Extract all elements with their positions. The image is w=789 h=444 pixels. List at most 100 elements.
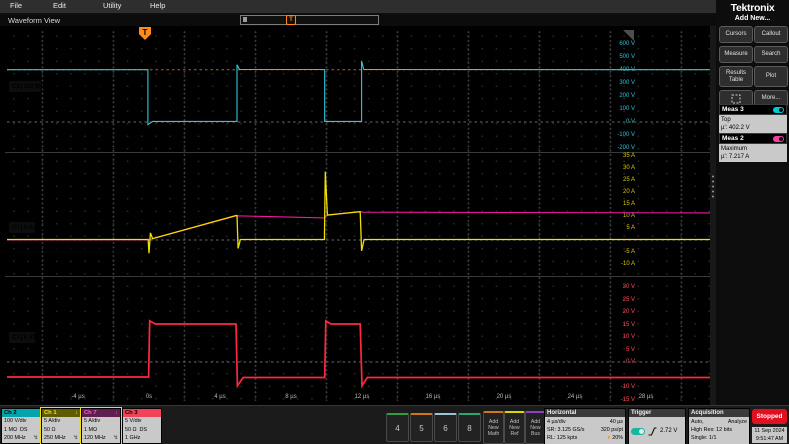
channel-setting: 250 MHz [44,435,66,442]
minimap-zoom-tick [243,17,247,22]
probe-comp-icon: ↯ [33,435,38,442]
minimap-trigger-marker[interactable]: T [286,15,296,25]
horizontal-title: Horizontal [545,409,625,417]
y-tick-label: 400 V [619,67,635,73]
add-new-ref-button[interactable]: Add New Ref [504,411,525,444]
x-tick-label: 0s [145,394,153,400]
search-button[interactable]: Search [754,46,788,63]
trigger-badge[interactable]: Trigger 2.72 V [628,408,686,444]
trigger-position-flag[interactable]: T [139,27,151,40]
y-tick-label: -100 V [617,132,635,138]
trigger-level: 2.72 V [660,428,678,434]
y-tick-label: 300 V [619,80,635,86]
trigger-toggle[interactable] [631,427,645,435]
meas-3-result-badge[interactable]: Meas 3 Top µ′: 402.2 V [719,104,787,133]
time-text: 9:51:47 AM [755,436,784,442]
x-tick-label: -4 µs [71,394,85,400]
meas-2-value: µ′: 7.217 A [721,154,750,160]
slice-divider [5,152,710,153]
meas-2-title: Meas 2 [722,135,744,142]
y-tick-label: 30 V [622,284,635,290]
y-tick-label: 10 A [622,213,635,219]
slice-divider [5,276,710,277]
y-tick-label: -5 A [624,249,635,255]
horizontal-pan-scrollbar[interactable]: T [240,15,379,25]
menu-help[interactable]: Help [150,1,166,10]
offscreen-arrow-icon: ↓ [75,410,78,416]
channel-5-button[interactable]: 5 [410,413,433,442]
x-tick-label: 4 µs [214,394,226,400]
y-tick-label: -10 A [620,261,635,267]
channel-setting: 1 MΩ [84,426,98,433]
tab-waveform-view[interactable]: Waveform View [8,16,61,25]
waveform-display[interactable]: T C2 250 V C1 5 A C3 8 V THDP0200 VDS_hi… [0,26,716,405]
y-tick-label: 600 V [619,41,635,47]
y-tick-label: -200 V [617,145,635,151]
channel-setting: 5 A/div [44,418,61,424]
probe-comp-icon: ↯ [113,435,118,442]
y-tick-label: 20 V [622,309,635,315]
trace-label-vgs: TIVP VGS_hi [32,332,80,341]
channel-badge-title: Ch 2 [4,410,17,416]
meas-2-result-badge[interactable]: Meas 2 Maximum µ′: 7.217 A [719,133,787,162]
date-text: 11 Sep 2024 [754,428,785,434]
acquisition-badge[interactable]: Acquisition Auto, Analyze High Res: 12 bi… [688,408,750,444]
channel-badge-ch7[interactable]: Ch 7 ↓ 5 A/div 1 MΩ 120 MHz ↯ [80,407,122,444]
channel-setting: 120 MHz [84,435,106,442]
x-tick-label: 28 µs [638,394,654,400]
measure-button[interactable]: Measure [719,46,753,63]
add-new-bus-button[interactable]: Add New Bus [525,411,546,444]
plot-button[interactable]: Plot [754,66,788,87]
channel-badge-ch2[interactable]: Ch 2 100 V/div 1 MΩ DS 200 MHz ↯ [1,408,41,444]
x-tick-label: 12 µs [354,394,370,400]
tab-strip: Waveform View T [0,14,789,26]
channel-setting: 100 V/div [4,418,27,424]
channel-setting: 5 V/div [125,418,142,424]
menu-edit[interactable]: Edit [53,1,66,10]
add-new-math-button[interactable]: Add New Math [483,411,504,444]
menu-bar: File Edit Utility Help [0,0,789,14]
channel-badge-title: Ch 1 [44,410,57,416]
y-tick-label: 5 V [625,346,635,353]
panel-splitter[interactable] [710,26,716,405]
meas-3-stat: Top [721,117,731,123]
channel-setting: 1 MΩ DS [4,426,28,433]
channel-6-button[interactable]: 6 [434,413,457,442]
trace-label-inductor: TCP Inductor Current [38,245,119,254]
cursors-button[interactable]: Cursors [719,26,753,43]
y-tick-label: 15 V [622,321,635,328]
channel-flag-c1[interactable]: C1 5 A [8,221,36,234]
y-tick-label: 30 A [622,165,635,171]
y-tick-label: 5 A [626,225,635,231]
meas-3-toggle[interactable] [773,106,784,113]
y-tick-label: 10 V [622,334,635,340]
horizontal-badge[interactable]: Horizontal 4 µs/div 40 µs SR: 3.125 GS/s 3… [544,408,626,444]
y-tick-label: 0 V [625,359,635,365]
channel-setting: 5 A/div [84,418,101,424]
acquisition-title: Acquisition [689,409,749,417]
y-tick-label: 35 A [622,153,635,159]
y-tick-label: 200 V [619,93,635,99]
menu-file[interactable]: File [10,1,23,10]
channel-4-button[interactable]: 4 [386,413,409,442]
y-tick-label: 20 A [622,189,635,195]
menu-utility[interactable]: Utility [103,1,122,10]
trace-label-vds: THDP0200 VDS_hi [34,82,103,91]
x-tick-label: 8 µs [285,394,297,400]
run-stop-button[interactable]: Stopped [752,409,787,424]
y-tick-label: 500 V [619,54,635,60]
channel-8-button[interactable]: 8 [458,413,481,442]
trigger-title: Trigger [629,409,685,417]
grid-expand-icon[interactable] [623,30,634,41]
meas-3-title: Meas 3 [722,106,744,113]
rising-edge-icon [648,426,657,436]
channel-badge-title: Ch 3 [125,410,138,416]
callout-button[interactable]: Callout [754,26,788,43]
meas-2-toggle[interactable] [773,135,784,142]
channel-badge-ch3[interactable]: Ch 3 5 V/div 50 Ω DS 1 GHz [122,408,162,444]
results-table-button[interactable]: Results Table [719,66,753,87]
channel-badge-ch1[interactable]: Ch 1 ↓ 5 A/div 50 Ω 250 MHz ↯ [40,407,82,444]
offscreen-arrow-icon: ↓ [115,410,118,416]
x-tick-label: 20 µs [496,394,512,400]
